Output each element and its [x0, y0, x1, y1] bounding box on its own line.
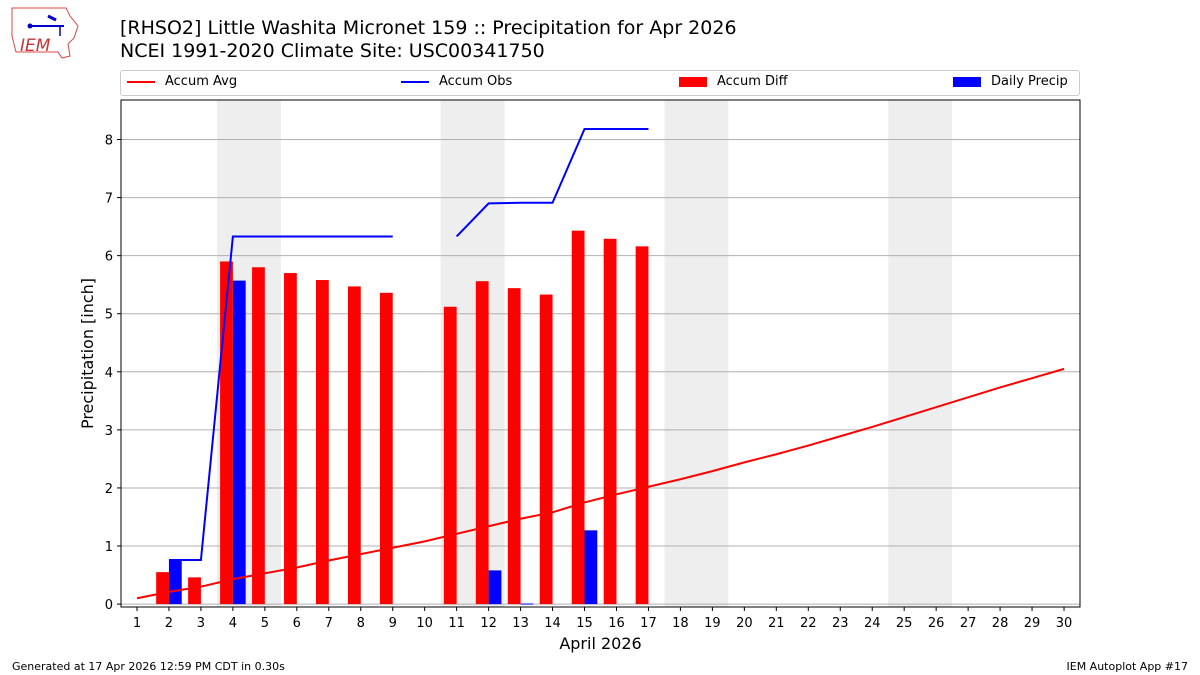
- x-tick-label: 30: [1056, 616, 1073, 631]
- x-tick-label: 4: [229, 616, 237, 631]
- x-tick-label: 7: [325, 616, 333, 631]
- accum-diff-bar: [252, 267, 265, 605]
- weekend-shade: [888, 100, 953, 607]
- x-tick-label: 10: [416, 616, 433, 631]
- weekend-shade: [664, 100, 729, 607]
- x-tick-label: 17: [640, 616, 657, 631]
- accum-diff-bar: [220, 261, 233, 605]
- legend-swatch: [127, 80, 155, 83]
- accum-avg-line: [136, 367, 1065, 600]
- x-tick-label: 9: [389, 616, 397, 631]
- x-tick-label: 21: [768, 616, 785, 631]
- y-tick-label: 7: [105, 192, 113, 207]
- accum-diff-bar: [603, 238, 617, 605]
- x-tick-label: 22: [800, 616, 817, 631]
- accum-diff-bar: [507, 288, 521, 605]
- legend-label: Daily Precip: [991, 74, 1068, 89]
- x-tick-label: 23: [832, 616, 849, 631]
- x-tick-label: 15: [576, 616, 593, 631]
- accum-diff-bar: [379, 292, 393, 605]
- x-tick-label: 14: [544, 616, 561, 631]
- x-axis-label: April 2026: [559, 634, 641, 653]
- x-tick-label: 5: [261, 616, 269, 631]
- daily-precip-bar: [520, 603, 534, 605]
- accum-diff-bar: [284, 273, 297, 605]
- y-tick-label: 8: [105, 133, 113, 148]
- daily-precip-bar: [232, 280, 246, 605]
- accum-diff-bar: [347, 286, 361, 605]
- x-tick-label: 2: [165, 616, 173, 631]
- legend-entry-daily-precip: Daily Precip: [953, 74, 1068, 89]
- accum-diff-bar: [571, 230, 585, 605]
- accum-obs-line: [168, 235, 393, 561]
- accum-diff-bar: [188, 577, 201, 605]
- accum-diff-bar: [635, 246, 649, 605]
- x-tick-label: 3: [197, 616, 205, 631]
- iem-logo: IEM: [11, 7, 79, 59]
- legend-label: Accum Avg: [165, 74, 238, 89]
- chart-title: [RHSO2] Little Washita Micronet 159 :: P…: [120, 17, 737, 39]
- accum-obs-line: [455, 128, 649, 238]
- legend-swatch: [953, 76, 981, 87]
- accum-diff-bar: [539, 294, 553, 605]
- plot-frame: [120, 99, 1081, 608]
- y-tick-label: 1: [105, 540, 113, 555]
- x-tick-label: 8: [357, 616, 365, 631]
- app-footer: IEM Autoplot App #17: [1066, 660, 1189, 673]
- y-tick-label: 0: [105, 598, 113, 613]
- x-tick-label: 13: [512, 616, 529, 631]
- legend-swatch: [679, 76, 707, 87]
- y-axis-label: Precipitation [inch]: [78, 278, 97, 429]
- y-tick-label: 5: [105, 308, 113, 323]
- legend-entry-accum-avg: Accum Avg: [127, 74, 237, 89]
- daily-precip-bar: [584, 530, 598, 605]
- x-tick-label: 6: [293, 616, 301, 631]
- x-tick-label: 28: [992, 616, 1009, 631]
- accum-diff-bar: [315, 280, 329, 605]
- x-tick-label: 20: [736, 616, 753, 631]
- daily-precip-bar: [488, 570, 502, 605]
- legend-entry-accum-diff: Accum Diff: [679, 74, 788, 89]
- x-tick-label: 1: [133, 616, 141, 631]
- x-tick-label: 19: [704, 616, 721, 631]
- legend-entry-accum-obs: Accum Obs: [401, 74, 512, 89]
- x-tick-label: 26: [928, 616, 945, 631]
- svg-text:IEM: IEM: [20, 36, 51, 56]
- x-tick-label: 12: [480, 616, 497, 631]
- x-tick-label: 29: [1024, 616, 1041, 631]
- chart-subtitle: NCEI 1991-2020 Climate Site: USC00341750: [120, 40, 545, 62]
- x-tick-label: 11: [448, 616, 465, 631]
- legend-label: Accum Diff: [717, 74, 788, 89]
- y-tick-label: 3: [105, 424, 113, 439]
- accum-diff-bar: [156, 572, 169, 605]
- x-tick-label: 27: [960, 616, 977, 631]
- generated-footer: Generated at 17 Apr 2026 12:59 PM CDT in…: [12, 660, 285, 673]
- y-tick-label: 6: [105, 250, 113, 265]
- accum-diff-bar: [443, 306, 457, 605]
- y-tick-label: 4: [105, 366, 113, 381]
- legend-label: Accum Obs: [439, 74, 513, 89]
- x-tick-label: 18: [672, 616, 689, 631]
- daily-precip-bar: [168, 559, 182, 605]
- legend-swatch: [401, 80, 429, 83]
- y-tick-label: 2: [105, 482, 113, 497]
- x-tick-label: 24: [864, 616, 881, 631]
- x-tick-label: 25: [896, 616, 913, 631]
- accum-diff-bar: [475, 281, 489, 605]
- legend: Accum Avg Accum Obs Accum Diff Daily Pre…: [120, 70, 1080, 96]
- x-tick-label: 16: [608, 616, 625, 631]
